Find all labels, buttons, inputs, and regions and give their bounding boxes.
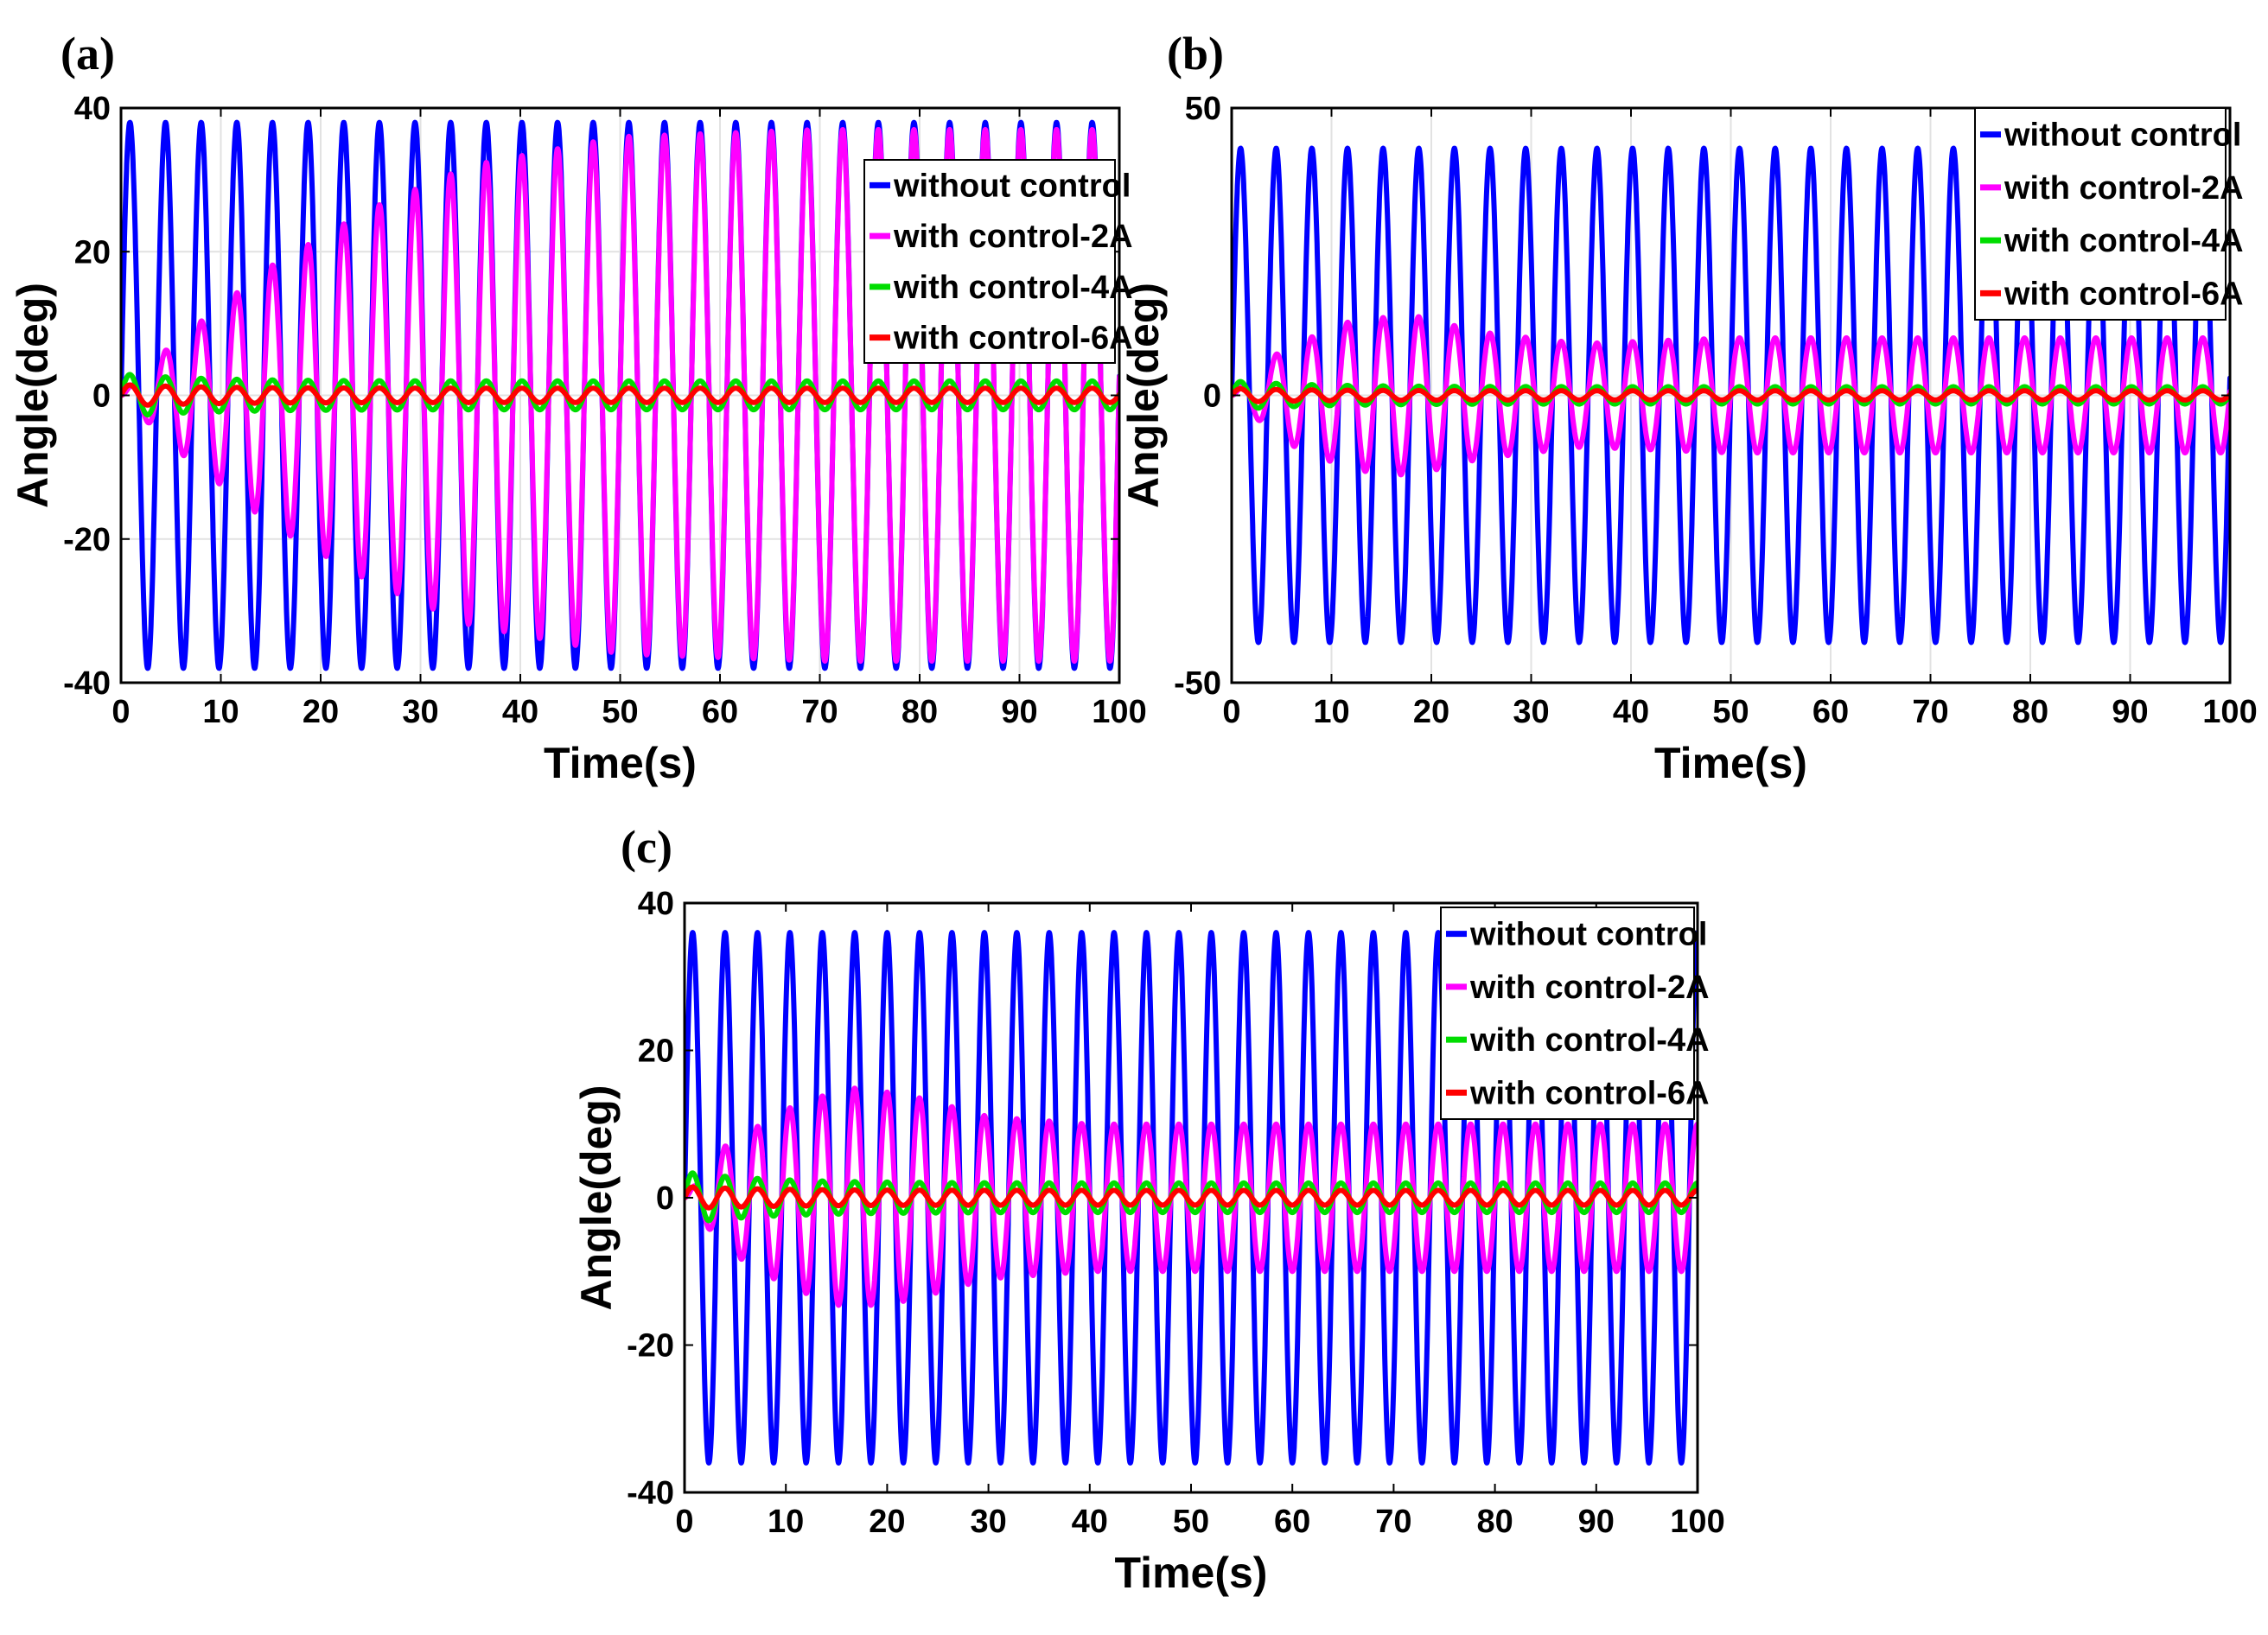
y-tick-label: -40 — [63, 665, 111, 702]
y-tick-label: 0 — [1203, 379, 1221, 415]
legend-entry: with control-4A — [2004, 223, 2244, 259]
legend-box — [1440, 907, 1695, 1120]
legend-entry: without control — [1469, 917, 1707, 953]
x-tick-label: 0 — [1222, 694, 1240, 730]
x-axis-title: Time(s) — [544, 739, 697, 787]
panel-label: (c) — [621, 821, 672, 873]
legend-entry: with control-2A — [893, 219, 1133, 255]
x-tick-label: 10 — [202, 694, 239, 730]
y-tick-label: 20 — [74, 234, 111, 270]
panel-label: (a) — [61, 28, 115, 80]
y-tick-label: 0 — [92, 379, 111, 415]
y-axis-title: Angle(deg) — [1119, 283, 1168, 508]
panel-label: (b) — [1167, 28, 1224, 80]
y-tick-label: -50 — [1174, 665, 1221, 702]
x-tick-label: 90 — [1001, 694, 1037, 730]
legend-entry: without control — [2004, 118, 2241, 154]
legend-entry: with control-6A — [2004, 276, 2244, 312]
y-tick-label: 40 — [638, 886, 674, 922]
x-tick-label: 100 — [1092, 694, 1146, 730]
x-tick-label: 90 — [2112, 694, 2148, 730]
x-tick-label: 70 — [801, 694, 838, 730]
x-tick-label: 0 — [675, 1504, 693, 1540]
x-tick-label: 50 — [1712, 694, 1749, 730]
y-tick-label: 20 — [638, 1034, 674, 1070]
x-tick-label: 70 — [1912, 694, 1948, 730]
x-tick-label: 60 — [1812, 694, 1849, 730]
x-tick-label: 80 — [2012, 694, 2048, 730]
legend-entry: without control — [893, 168, 1131, 204]
chart-panel-b: (b)0 10 20 30 40 50 60 70 80 90 100-50050Time(s)An… — [1119, 28, 2258, 787]
legend: without control with control-2A with contr… — [1974, 107, 2244, 321]
legend-entry: with control-2A — [1469, 970, 1710, 1006]
series-line-without-control — [685, 930, 1698, 1466]
y-tick-label: -20 — [627, 1328, 674, 1365]
x-tick-label: 10 — [768, 1504, 804, 1540]
legend-entry: with control-6A — [893, 321, 1133, 357]
chart-panel-a: (a)0 10 20 30 40 50 60 70 80 90 100-40-2002040Time… — [9, 28, 1147, 787]
legend-box — [1974, 107, 2227, 321]
series-line-with-control-6a — [1232, 385, 2230, 404]
series-line-with-control-2a — [685, 1085, 1698, 1308]
x-axis-title: Time(s) — [1654, 739, 1807, 787]
y-tick-label: 50 — [1185, 91, 1221, 127]
x-tick-label: 60 — [1274, 1504, 1310, 1540]
x-tick-label: 40 — [502, 694, 538, 730]
legend-entry: with control-4A — [893, 270, 1133, 306]
x-tick-label: 20 — [1413, 694, 1449, 730]
series-group — [685, 930, 1698, 1466]
x-tick-label: 50 — [602, 694, 638, 730]
legend-entry: with control-6A — [1469, 1075, 1710, 1111]
x-tick-label: 80 — [1476, 1504, 1513, 1540]
y-tick-label: -40 — [627, 1475, 674, 1511]
x-tick-label: 100 — [2202, 694, 2257, 730]
y-axis-title: Angle(deg) — [9, 283, 57, 508]
y-tick-label: 40 — [74, 91, 111, 127]
x-tick-label: 40 — [1072, 1504, 1108, 1540]
legend-entry: with control-2A — [2004, 170, 2244, 207]
x-tick-label: 60 — [702, 694, 738, 730]
x-tick-label: 50 — [1173, 1504, 1209, 1540]
legend: without control with control-2A with contr… — [863, 159, 1133, 364]
x-axis-title: Time(s) — [1115, 1549, 1268, 1597]
x-tick-label: 30 — [1513, 694, 1549, 730]
x-tick-label: 20 — [869, 1504, 905, 1540]
x-tick-label: 30 — [402, 694, 438, 730]
x-tick-label: 30 — [970, 1504, 1006, 1540]
series-line-with-control-6a — [121, 382, 1119, 408]
x-tick-label: 100 — [1670, 1504, 1724, 1540]
y-axis-title: Angle(deg) — [572, 1085, 621, 1310]
legend-entry: with control-4A — [1469, 1022, 1710, 1059]
legend-box — [863, 159, 1116, 364]
x-tick-label: 90 — [1578, 1504, 1615, 1540]
chart-panel-c: (c)0 10 20 30 40 50 60 70 80 90 100-40-2002040Time… — [572, 821, 1725, 1597]
series-line-with-control-6a — [685, 1184, 1698, 1211]
x-tick-label: 0 — [111, 694, 130, 730]
x-tick-label: 20 — [303, 694, 339, 730]
x-tick-label: 70 — [1375, 1504, 1411, 1540]
x-tick-label: 80 — [901, 694, 938, 730]
y-tick-label: 0 — [656, 1180, 674, 1217]
x-tick-label: 40 — [1613, 694, 1649, 730]
legend: without control with control-2A with contr… — [1440, 907, 1710, 1120]
y-tick-label: -20 — [63, 522, 111, 558]
x-tick-label: 10 — [1313, 694, 1349, 730]
